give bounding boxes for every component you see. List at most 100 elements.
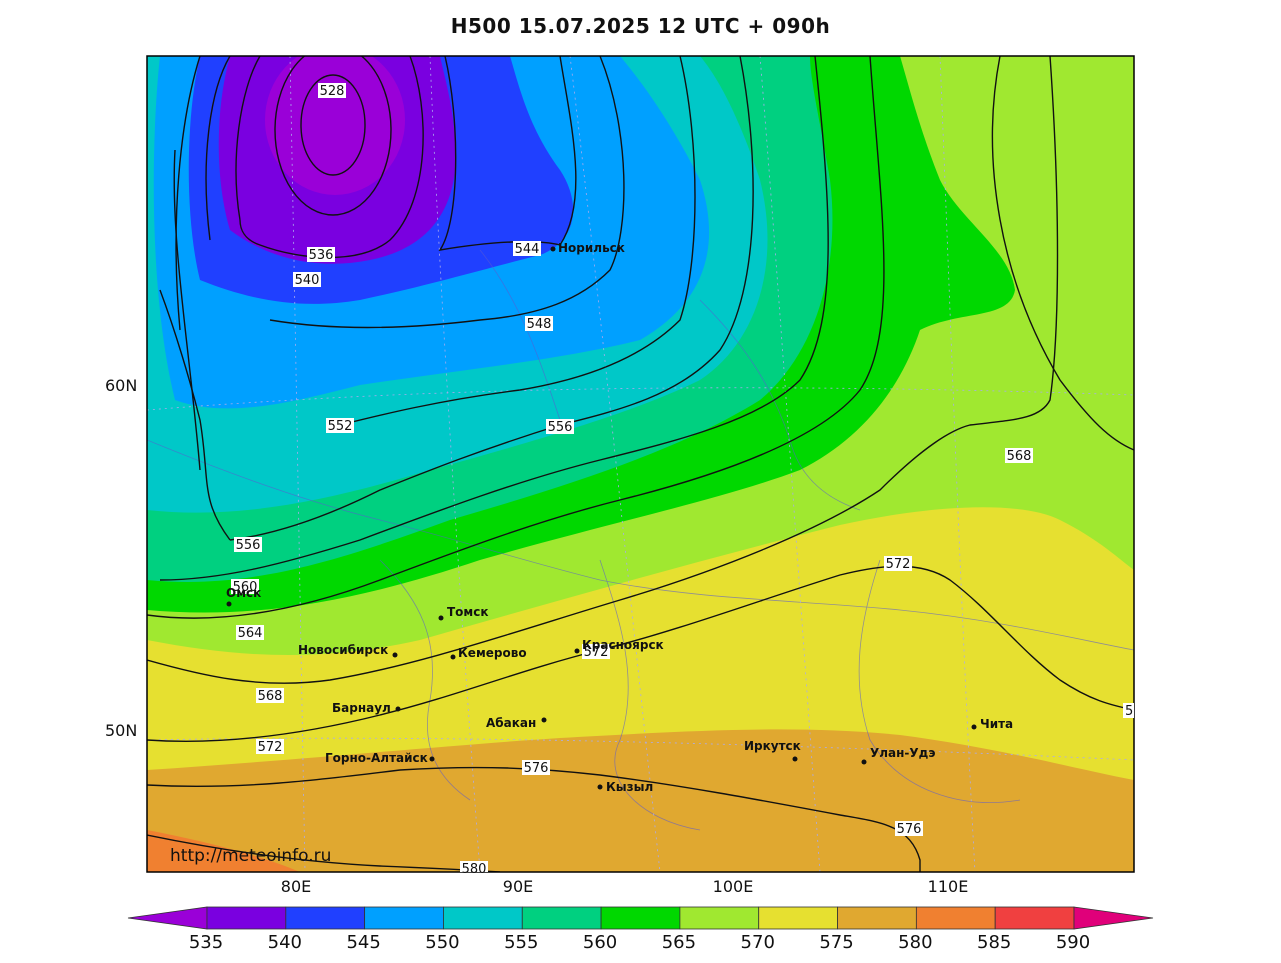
contour-label: 568 [256, 688, 284, 704]
city-chita: Чита [971, 717, 1013, 731]
contour-label: 528 [318, 83, 346, 99]
city-gorno-altaysk: Горно-Алтайск [325, 751, 435, 765]
watermark-text: http://meteoinfo.ru [170, 846, 331, 866]
colorbar-swatch [206, 906, 287, 930]
svg-text:576: 576 [524, 761, 549, 776]
colorbar-tick-label: 555 [504, 932, 538, 953]
city-barnaul: Барнаул [332, 701, 401, 715]
svg-text:Томск: Томск [447, 605, 489, 619]
city-novosibirsk: Новосибирск [298, 643, 398, 658]
svg-text:556: 556 [236, 538, 261, 553]
colorbar-swatch [994, 906, 1075, 930]
contour-label: 580 [460, 861, 488, 877]
city-kyzyl: Кызыл [597, 780, 653, 794]
svg-text:536: 536 [309, 248, 334, 263]
svg-text:Красноярск: Красноярск [582, 638, 664, 652]
svg-text:540: 540 [295, 273, 320, 288]
city-ulan-ude: Улан-Удэ [861, 746, 935, 765]
contour-label: 540 [293, 272, 321, 288]
svg-text:Барнаул: Барнаул [332, 701, 391, 715]
colorbar-tick-label: 570 [741, 932, 775, 953]
svg-text:572: 572 [258, 740, 283, 755]
lon-label-100e: 100E [713, 877, 754, 896]
boundaries [147, 249, 1134, 831]
city-irkutsk: Иркутск [744, 739, 801, 762]
svg-text:568: 568 [258, 689, 283, 704]
contour-label: 560 [231, 579, 259, 595]
colorbar-tick-label: 585 [977, 932, 1011, 953]
svg-text:Горно-Алтайск: Горно-Алтайск [325, 751, 428, 765]
contour-label: 576 [522, 760, 550, 776]
city-krasnoyarsk: Красноярск [574, 638, 664, 654]
contour-label: 568 [1005, 448, 1033, 464]
svg-text:Кемерово: Кемерово [458, 646, 527, 660]
svg-text:556: 556 [548, 420, 573, 435]
colorbar-swatch [837, 906, 917, 930]
city-kemerovo: Кемерово [450, 646, 527, 660]
colorbar-tick-label: 545 [346, 932, 380, 953]
contour-label: 572 [582, 644, 610, 660]
svg-text:560: 560 [233, 580, 258, 595]
colorbar-swatch [364, 906, 444, 930]
colorbar-tick-label: 540 [268, 932, 302, 953]
filled-height-field [147, 56, 1134, 872]
city-tomsk: Томск [438, 605, 489, 621]
city-norilsk: Норильск [550, 241, 625, 255]
svg-text:544: 544 [515, 242, 540, 257]
svg-text:Новосибирск: Новосибирск [298, 643, 388, 657]
city-omsk: Омск [226, 586, 261, 607]
colorbar-tick-label: 535 [189, 932, 223, 953]
colorbar-swatch [758, 906, 838, 930]
svg-text:5: 5 [1125, 704, 1133, 719]
svg-text:548: 548 [527, 317, 552, 332]
svg-text:Чита: Чита [980, 717, 1013, 731]
svg-text:Абакан: Абакан [486, 716, 536, 730]
colorbar-tick-label: 590 [1056, 932, 1090, 953]
contour-label: 564 [236, 625, 264, 641]
contour-label: 556 [546, 419, 574, 435]
svg-text:552: 552 [328, 419, 353, 434]
colorbar-tick-label: 560 [583, 932, 617, 953]
colorbar-low-arrow [127, 906, 208, 930]
svg-text:Кызыл: Кызыл [606, 780, 653, 794]
svg-text:Иркутск: Иркутск [744, 739, 801, 753]
lat-label-60n: 60N [105, 376, 137, 395]
svg-text:564: 564 [238, 626, 263, 641]
colorbar-high-arrow [1073, 906, 1154, 930]
svg-text:Норильск: Норильск [558, 241, 625, 255]
colorbar-swatch [915, 906, 996, 930]
colorbar: 535 540 545 550 555 560 565 570 575 580 585 590 [127, 906, 1154, 953]
contour-label: 536 [307, 247, 335, 263]
lon-label-110e: 110E [928, 877, 969, 896]
contour-label: 556 [234, 537, 262, 553]
colorbar-swatch [600, 906, 681, 930]
svg-text:528: 528 [320, 84, 345, 99]
contour-label-group: 528 536 540 544 548 552 556 556 560 564 … [231, 83, 1134, 877]
contour-label: 572 [256, 739, 284, 755]
svg-text:Улан-Удэ: Улан-Удэ [870, 746, 935, 760]
svg-text:Омск: Омск [226, 586, 261, 600]
svg-text:580: 580 [462, 862, 487, 877]
colorbar-swatch [679, 906, 760, 930]
map-title: H500 15.07.2025 12 UTC + 090h [450, 14, 831, 38]
colorbar-swatch [285, 906, 366, 930]
colorbar-swatch [521, 906, 602, 930]
city-abakan: Абакан [486, 716, 547, 730]
contour-label: 572 [884, 556, 912, 572]
graticule [147, 56, 1134, 872]
lon-label-80e: 80E [281, 877, 311, 896]
contour-label: 544 [513, 241, 541, 257]
lon-label-90e: 90E [503, 877, 533, 896]
lat-label-50n: 50N [105, 721, 137, 740]
colorbar-tick-label: 550 [425, 932, 459, 953]
contour-label: 548 [525, 316, 553, 332]
svg-text:576: 576 [897, 822, 922, 837]
contour-label: 552 [326, 418, 354, 434]
contour-lines [147, 56, 1134, 872]
colorbar-swatch [443, 906, 523, 930]
svg-text:572: 572 [584, 645, 609, 660]
svg-text:568: 568 [1007, 449, 1032, 464]
contour-label: 576 [895, 821, 923, 837]
city-markers: Норильск Омск Томск Новосибирск Кемерово… [226, 241, 1013, 794]
